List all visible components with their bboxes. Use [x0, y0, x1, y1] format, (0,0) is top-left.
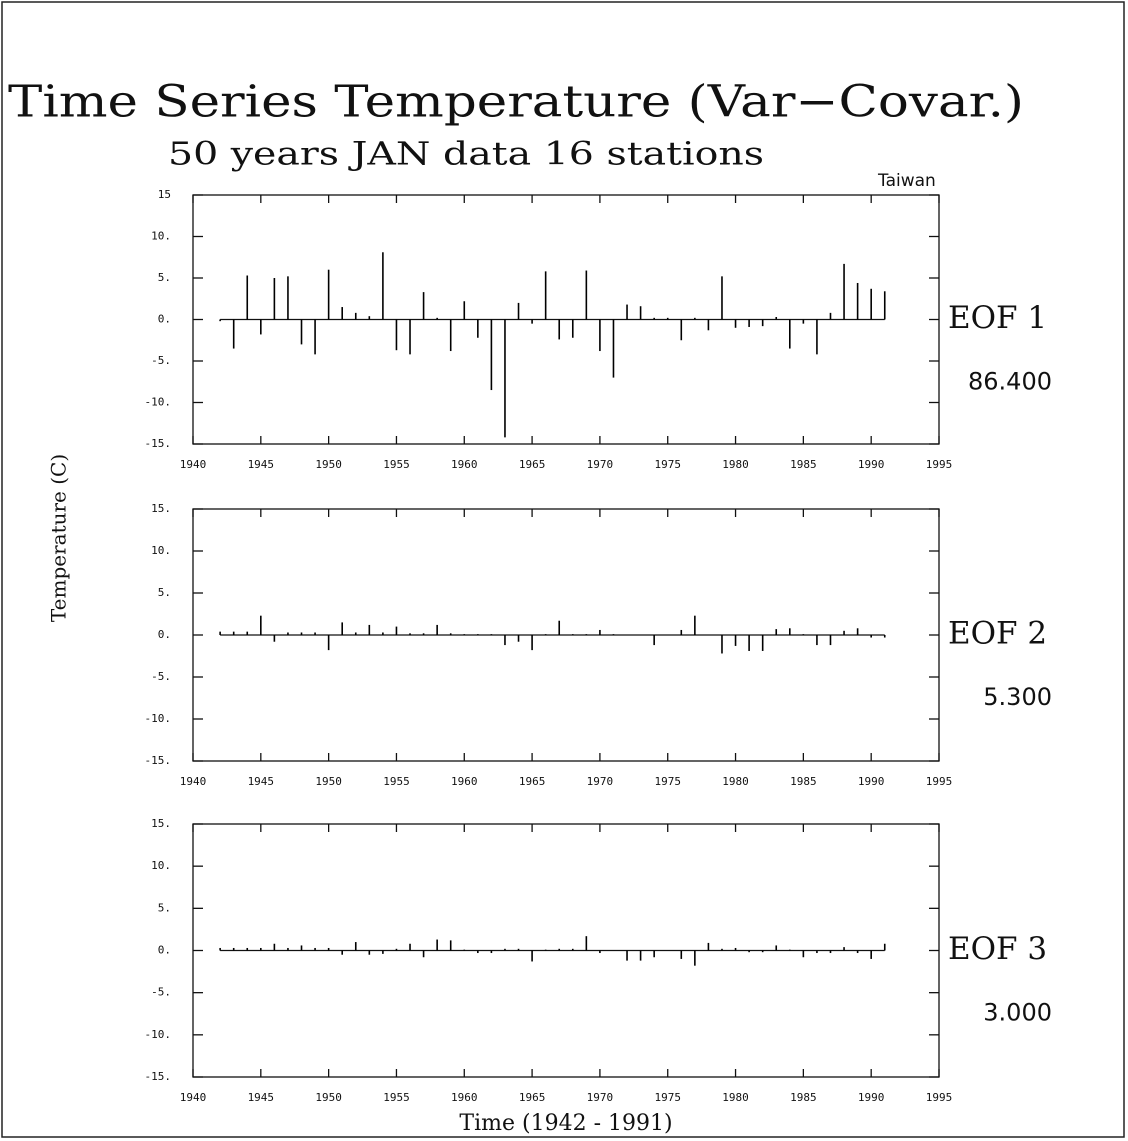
- y-tick-label: 5.: [158, 271, 171, 284]
- x-tick-label: 1980: [722, 1091, 749, 1104]
- x-tick-label: 1990: [858, 775, 885, 788]
- x-tick-label: 1995: [926, 1091, 953, 1104]
- x-tick-label: 1945: [248, 458, 275, 471]
- x-tick-label: 1945: [248, 775, 275, 788]
- y-tick-label: 15: [158, 188, 171, 201]
- y-axis-label: Temperature (C): [47, 454, 71, 622]
- x-tick-label: 1980: [722, 775, 749, 788]
- x-tick-label: 1970: [587, 775, 614, 788]
- x-tick-label: 1970: [587, 458, 614, 471]
- y-tick-label: -15.: [145, 437, 172, 450]
- x-tick-label: 1970: [587, 1091, 614, 1104]
- x-tick-label: 1950: [315, 1091, 342, 1104]
- x-tick-label: 1975: [654, 1091, 681, 1104]
- x-tick-label: 1940: [180, 1091, 207, 1104]
- variance-label: 3.000: [983, 999, 1052, 1027]
- x-tick-label: 1990: [858, 1091, 885, 1104]
- x-tick-label: 1990: [858, 458, 885, 471]
- x-tick-label: 1940: [180, 458, 207, 471]
- x-tick-label: 1995: [926, 458, 953, 471]
- x-tick-label: 1975: [654, 775, 681, 788]
- annotation: Taiwan: [877, 171, 936, 191]
- y-tick-label: 0.: [158, 628, 171, 641]
- y-tick-label: -10.: [145, 1028, 172, 1041]
- x-tick-label: 1950: [315, 458, 342, 471]
- y-tick-label: 0.: [158, 944, 171, 957]
- x-tick-label: 1995: [926, 775, 953, 788]
- x-tick-label: 1945: [248, 1091, 275, 1104]
- x-tick-label: 1965: [519, 1091, 546, 1104]
- panel-label: EOF 3: [948, 931, 1047, 967]
- y-tick-label: -15.: [145, 754, 172, 767]
- y-tick-label: -10.: [145, 712, 172, 725]
- x-tick-label: 1950: [315, 775, 342, 788]
- y-tick-label: -5.: [151, 354, 171, 367]
- y-tick-label: 5.: [158, 586, 171, 599]
- x-tick-label: 1955: [383, 458, 410, 471]
- y-tick-label: -15.: [145, 1070, 172, 1083]
- x-tick-label: 1940: [180, 775, 207, 788]
- panel-label: EOF 2: [948, 616, 1047, 652]
- y-tick-label: 10.: [151, 544, 171, 557]
- x-tick-label: 1965: [519, 775, 546, 788]
- x-tick-label: 1985: [790, 1091, 817, 1104]
- y-tick-label: 10.: [151, 859, 171, 872]
- variance-label: 86.400: [968, 368, 1052, 396]
- x-tick-label: 1960: [451, 458, 478, 471]
- x-tick-label: 1985: [790, 458, 817, 471]
- panel-label: EOF 1: [948, 300, 1047, 336]
- y-tick-label: 5.: [158, 901, 171, 914]
- y-tick-label: 0.: [158, 313, 171, 326]
- chart-subtitle: 50 years JAN data 16 stations: [168, 135, 764, 173]
- y-tick-label: 15.: [151, 817, 171, 830]
- x-tick-label: 1960: [451, 1091, 478, 1104]
- y-tick-label: -5.: [151, 986, 171, 999]
- x-tick-label: 1955: [383, 1091, 410, 1104]
- y-tick-label: 15.: [151, 502, 171, 515]
- x-axis-label: Time (1942 - 1991): [459, 1111, 672, 1136]
- x-tick-label: 1965: [519, 458, 546, 471]
- y-tick-label: -10.: [145, 396, 172, 409]
- x-tick-label: 1955: [383, 775, 410, 788]
- y-tick-label: 10.: [151, 230, 171, 243]
- x-tick-label: 1975: [654, 458, 681, 471]
- x-tick-label: 1960: [451, 775, 478, 788]
- chart-title: Time Series Temperature (Var−Covar.): [8, 77, 1024, 128]
- x-tick-label: 1985: [790, 775, 817, 788]
- variance-label: 5.300: [983, 683, 1052, 711]
- x-tick-label: 1980: [722, 458, 749, 471]
- y-tick-label: -5.: [151, 670, 171, 683]
